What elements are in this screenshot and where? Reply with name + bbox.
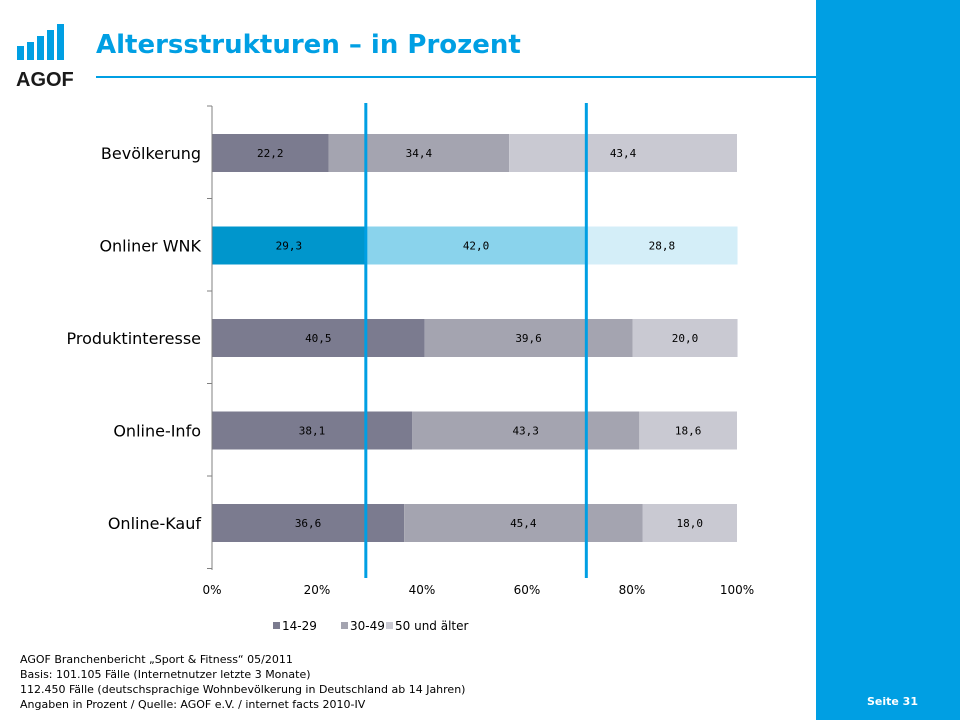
bar-online-kauf-30-49 <box>404 504 643 542</box>
legend-label: 50 und älter <box>395 619 469 633</box>
x-tick-label: 100% <box>720 583 754 597</box>
legend-swatch <box>341 622 348 629</box>
data-label: 45,4 <box>510 517 537 530</box>
bar-onliner-wnk-30-49 <box>365 226 587 265</box>
stacked-bar-chart: 22,2 34,4 43,4 Bevölkerung 29,3 42,0 28,8 Onlin… <box>66 103 754 633</box>
legend-swatch <box>386 622 393 629</box>
x-tick-label: 40% <box>409 583 436 597</box>
x-tick-label: 80% <box>619 583 646 597</box>
data-label: 22,2 <box>257 147 284 160</box>
data-label: 42,0 <box>463 240 490 253</box>
data-label: 34,4 <box>406 147 433 160</box>
bar-onliner-wnk-14-29 <box>212 226 366 265</box>
bar-online-info-30-49 <box>412 411 640 450</box>
bar-onliner-wnk-50-und-älter <box>586 226 738 265</box>
bar-produktinteresse-50-und-älter <box>632 319 738 357</box>
x-tick-label: 20% <box>304 583 331 597</box>
footer-line-report: AGOF Branchenbericht „Sport & Fitness“ 0… <box>20 653 293 666</box>
bar-bevölkerung-14-29 <box>212 134 329 172</box>
legend-swatch <box>273 622 280 629</box>
data-label: 43,4 <box>610 147 637 160</box>
agof-logo: AGOF <box>16 24 74 90</box>
bar-online-info-14-29 <box>212 411 413 450</box>
data-label: 43,3 <box>512 425 539 438</box>
bar-bevölkerung-50-und-älter <box>509 134 737 172</box>
bar-online-kauf-14-29 <box>212 504 405 542</box>
title-rule <box>96 76 816 78</box>
data-label: 20,0 <box>672 332 699 345</box>
data-label: 28,8 <box>649 240 676 253</box>
source-footer: AGOF Branchenbericht „Sport & Fitness“ 0… <box>20 652 465 712</box>
data-label: 40,5 <box>305 332 332 345</box>
x-tick-label: 0% <box>202 583 221 597</box>
footer-line-basis: Basis: 101.105 Fälle (Internetnutzer let… <box>20 668 311 681</box>
category-label: Produktinteresse <box>66 329 201 348</box>
data-label: 39,6 <box>515 332 542 345</box>
x-tick-label: 60% <box>514 583 541 597</box>
page-title: Altersstrukturen – in Prozent <box>96 30 521 60</box>
bar-online-info-50-und-älter <box>639 411 737 450</box>
data-label: 36,6 <box>295 517 322 530</box>
footer-line-population: 112.450 Fälle (deutschsprachige Wohnbevö… <box>20 683 466 696</box>
data-label: 18,6 <box>675 425 702 438</box>
data-label: 29,3 <box>276 240 303 253</box>
legend-label: 30-49 <box>350 619 385 633</box>
category-label: Onliner WNK <box>99 237 201 256</box>
footer-line-source: Angaben in Prozent / Quelle: AGOF e.V. /… <box>20 698 366 711</box>
bar-produktinteresse-30-49 <box>424 319 633 357</box>
bar-online-kauf-50-und-älter <box>642 504 737 542</box>
right-sidebar: Seite 31 <box>816 0 960 720</box>
category-label: Online-Kauf <box>108 514 202 533</box>
legend-label: 14-29 <box>282 619 317 633</box>
data-label: 38,1 <box>299 425 326 438</box>
bar-produktinteresse-14-29 <box>212 319 425 357</box>
category-label: Bevölkerung <box>101 144 201 163</box>
bar-bevölkerung-30-49 <box>328 134 510 172</box>
data-label: 18,0 <box>677 517 704 530</box>
logo-text: AGOF <box>16 69 74 90</box>
category-label: Online-Info <box>113 422 201 441</box>
page-number: Seite 31 <box>866 695 918 708</box>
